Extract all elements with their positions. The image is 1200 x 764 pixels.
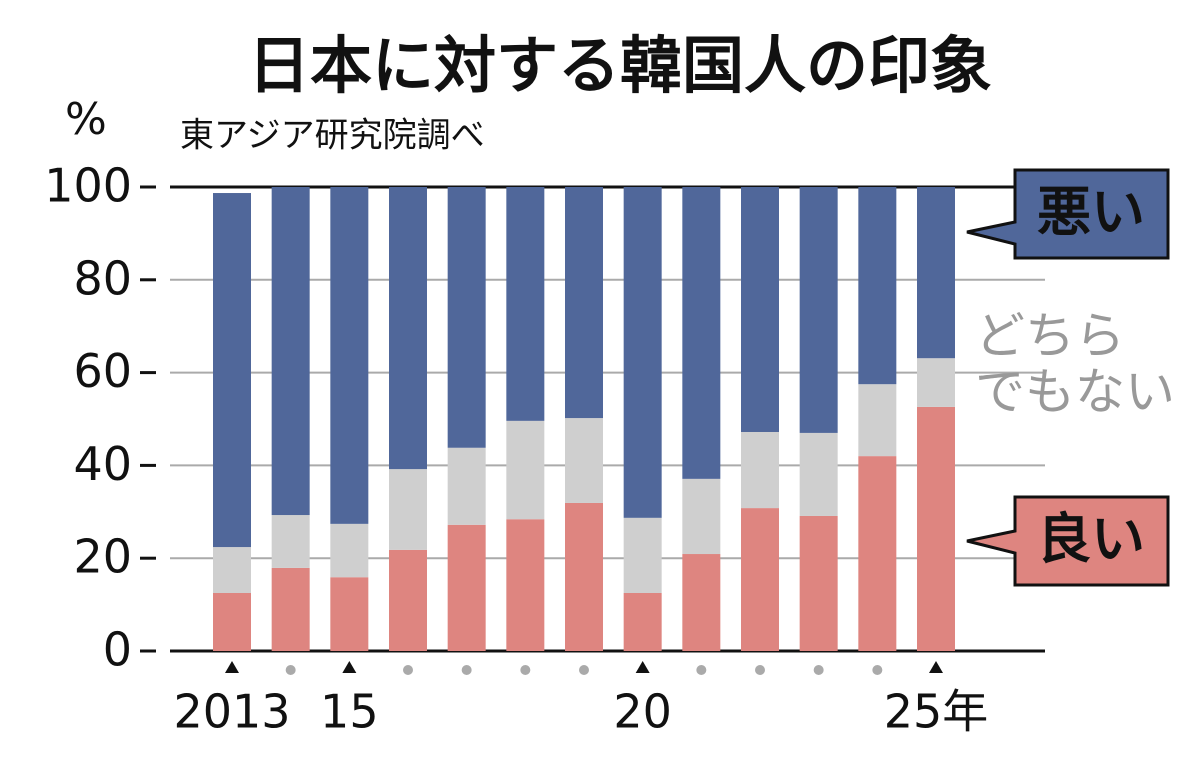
bar-segment: [565, 187, 603, 419]
x-marker: [813, 665, 824, 675]
y-tick-label: 20: [73, 530, 132, 584]
x-marker: [635, 661, 650, 673]
chart-subtitle: 東アジア研究院調べ: [180, 116, 485, 156]
bar-segment: [741, 187, 779, 432]
x-marker: [755, 665, 765, 675]
y-unit: %: [65, 94, 107, 145]
bar-segment: [741, 431, 779, 509]
x-marker: [403, 665, 413, 675]
bar-segment: [389, 187, 427, 470]
bar-segment: [447, 187, 486, 448]
bar-segment: [213, 593, 251, 651]
bar-segment: [565, 418, 603, 503]
y-tick-label: 80: [73, 251, 132, 305]
legend-neither: どちら でもない: [975, 307, 1175, 421]
y-tick-label: 0: [103, 623, 132, 677]
x-marker: [225, 661, 239, 673]
bar-segment: [799, 515, 838, 651]
bar-segment: [623, 187, 662, 518]
legend-box: [966, 495, 1170, 587]
bar-segment: [858, 187, 897, 385]
x-marker: [342, 661, 357, 673]
chart-title: 日本に対する韓国人の印象: [248, 29, 992, 102]
x-tick-label: 15: [320, 685, 379, 739]
legend-label: 悪い: [1037, 181, 1145, 244]
bar-segment: [271, 515, 310, 568]
y-tick-label: 100: [44, 159, 132, 213]
bar-segment: [506, 420, 545, 520]
x-marker: [461, 665, 472, 675]
bar-segment: [506, 519, 545, 651]
y-tick-label: 60: [73, 344, 132, 398]
bar-segment: [682, 187, 721, 479]
bar-segment: [213, 193, 251, 548]
x-tick-label: 2013: [173, 685, 290, 739]
bar-segment: [506, 187, 545, 421]
bar-segment: [330, 577, 369, 651]
bar-segment: [271, 567, 310, 651]
bar-segment: [623, 593, 662, 651]
x-marker: [285, 665, 296, 675]
bar-segment: [330, 187, 369, 524]
x-marker: [929, 661, 943, 673]
bar-segment: [623, 517, 662, 593]
bar-segment: [858, 384, 897, 457]
bar-segment: [447, 524, 486, 651]
bar-segment: [858, 456, 897, 651]
bar-segment: [271, 187, 310, 516]
legend-label: 良い: [1037, 508, 1145, 571]
bar-segment: [799, 187, 838, 433]
bar-segment: [682, 478, 721, 555]
bar-segment: [917, 358, 955, 407]
bar-segment: [799, 432, 838, 516]
x-marker: [696, 665, 707, 675]
x-marker: [520, 665, 531, 675]
bar-segment: [741, 508, 779, 651]
x-tick-label: 25年: [884, 685, 989, 739]
legend-box: [966, 168, 1170, 260]
bar-segment: [389, 549, 427, 651]
x-marker: [579, 665, 589, 675]
bar-segment: [389, 469, 427, 550]
bar-segment: [213, 547, 251, 593]
x-marker: [872, 665, 883, 675]
x-tick-label: 20: [613, 685, 672, 739]
bar-segment: [565, 502, 603, 651]
bar-segment: [682, 554, 721, 651]
y-tick-label: 40: [73, 437, 132, 491]
bar-segment: [917, 406, 955, 651]
bar-segment: [330, 523, 369, 578]
bar-segment: [917, 187, 955, 359]
bar-segment: [447, 447, 486, 525]
